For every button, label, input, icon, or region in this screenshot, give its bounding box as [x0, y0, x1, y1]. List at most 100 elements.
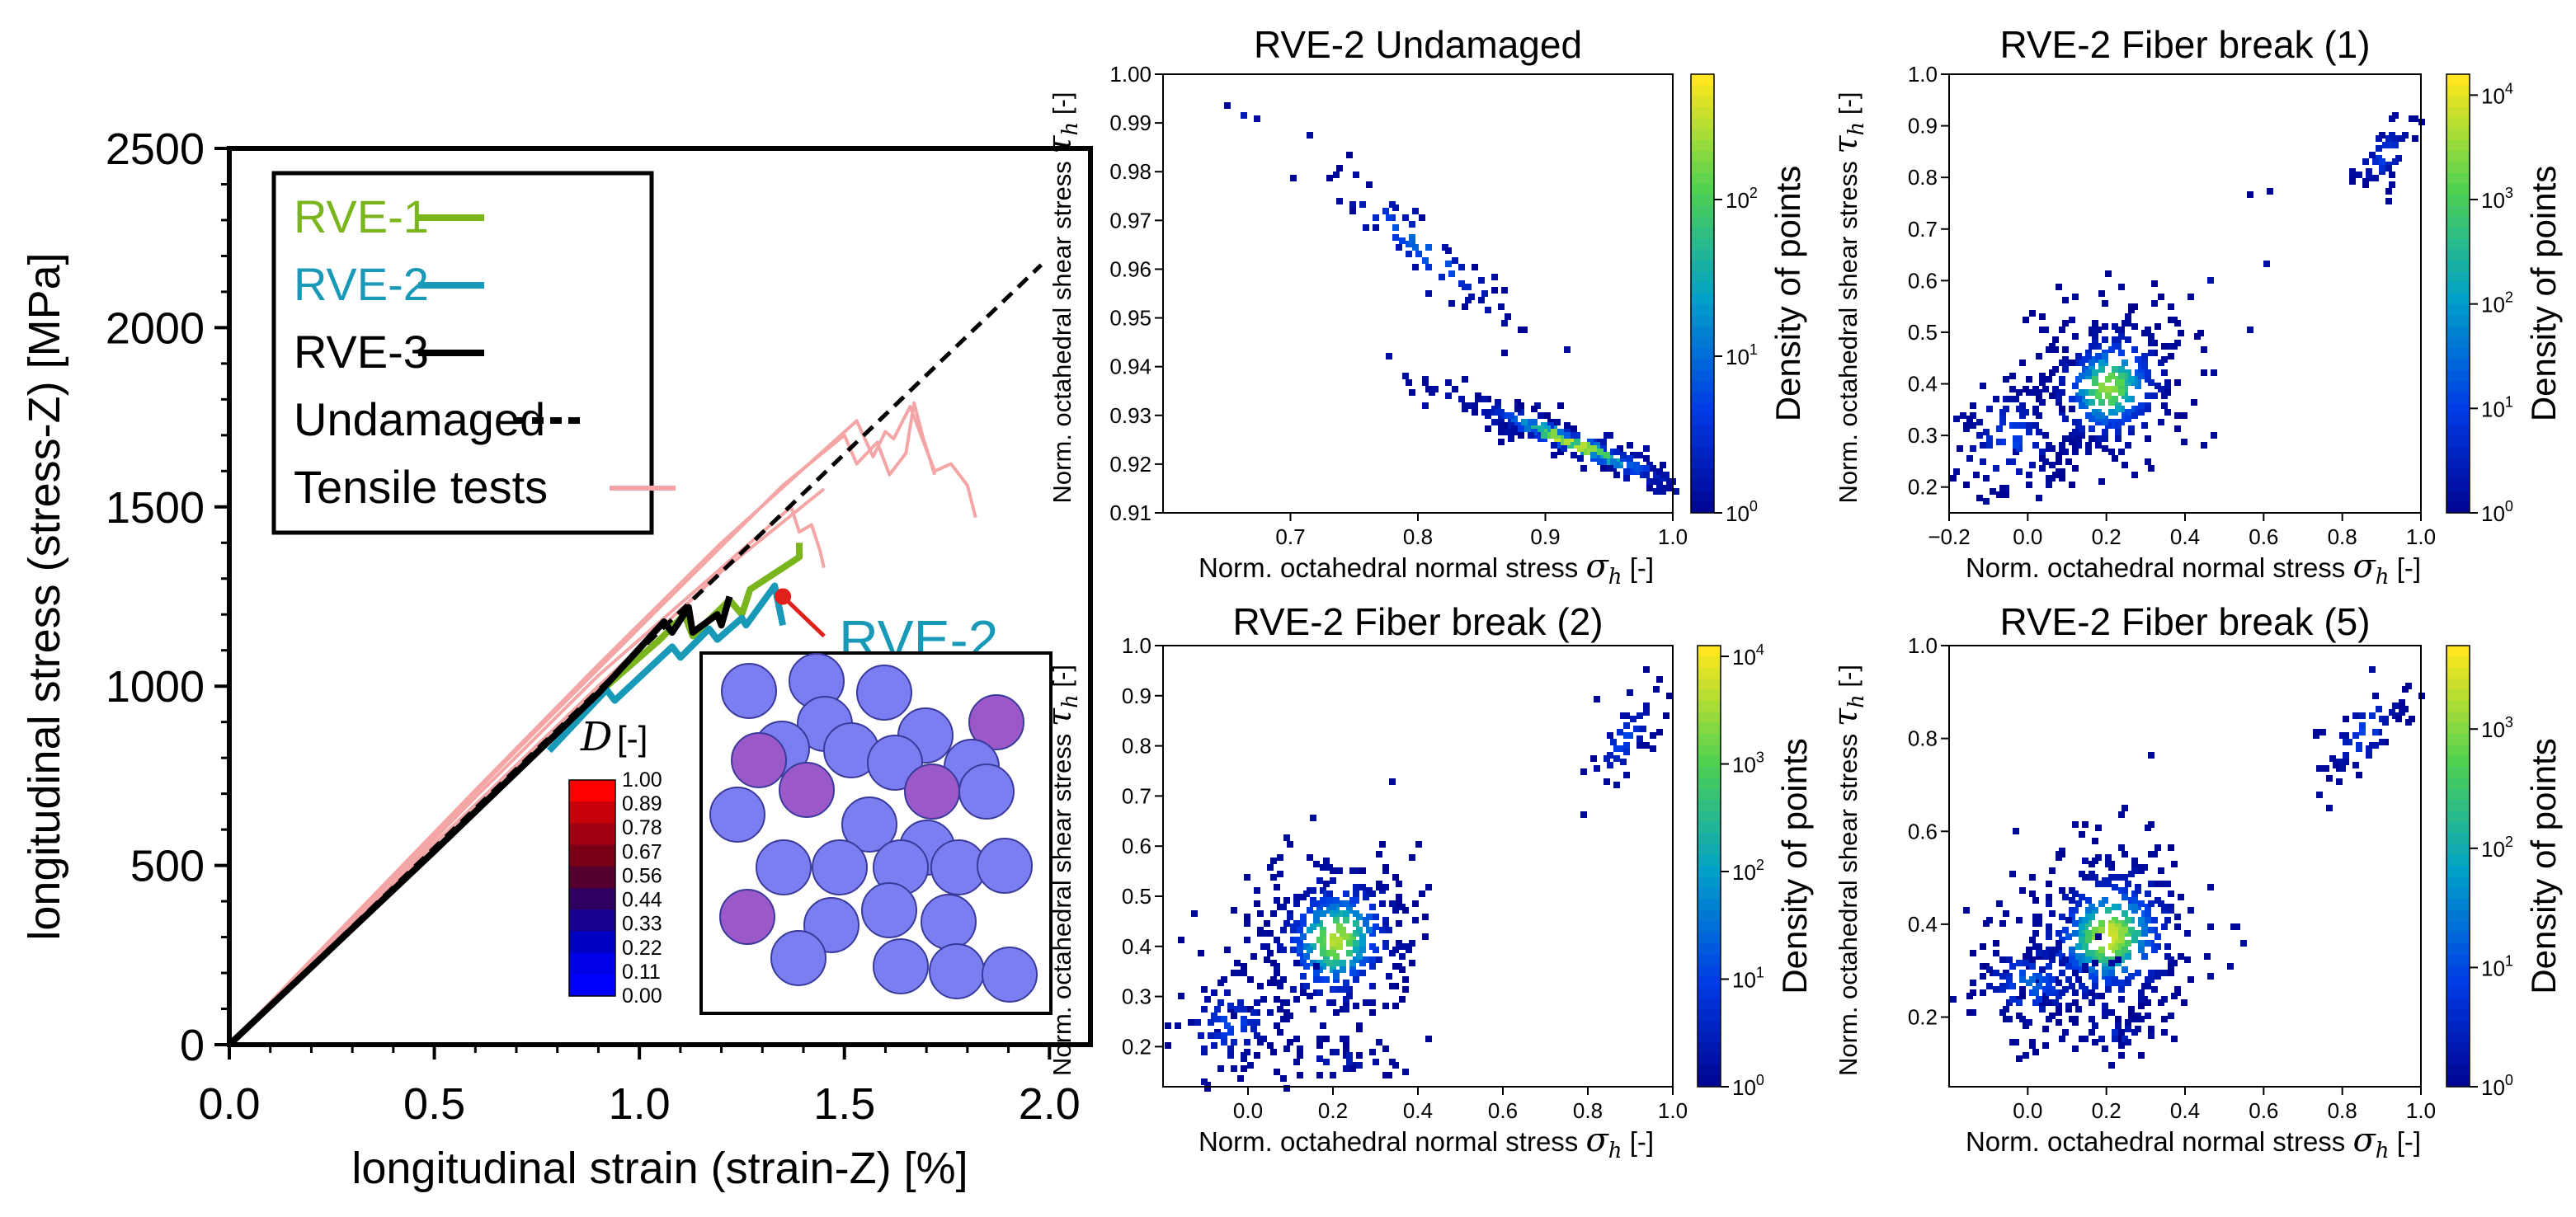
- density-cell: [1293, 996, 1300, 1003]
- density-cell: [2009, 871, 2016, 877]
- density-cell: [2069, 359, 2075, 366]
- density-cell: [1346, 940, 1353, 947]
- density-cell: [2072, 960, 2079, 966]
- density-cell: [2105, 386, 2112, 392]
- damaged-fiber: [731, 732, 787, 788]
- density-cell: [1353, 890, 1359, 897]
- density-cell: [2085, 930, 2092, 937]
- density-cell: [2151, 917, 2158, 923]
- density-cell: [1571, 452, 1577, 458]
- density-cell: [1960, 412, 1966, 419]
- y-tick-label: 0.6: [1908, 819, 1938, 843]
- density-cell: [1409, 389, 1415, 396]
- colorbar-segment: [2446, 712, 2470, 724]
- y-axis-label-text: Norm. octahedral shear stress: [1834, 154, 1863, 504]
- damaged-fiber: [719, 889, 775, 945]
- damaged-fiber: [904, 764, 960, 820]
- colorbar-segment: [1691, 172, 1714, 185]
- density-cell: [2108, 346, 2115, 353]
- y-tick-label: 0.9: [1122, 684, 1151, 708]
- density-cell: [1224, 102, 1231, 109]
- density-cell: [1274, 1022, 1280, 1029]
- density-points: [1224, 102, 1679, 495]
- density-cell: [2069, 983, 2075, 989]
- density-cell: [1389, 900, 1396, 907]
- colorbar-segment: [1698, 943, 1721, 956]
- plot-frame: [1162, 645, 1674, 1088]
- density-cell: [2187, 294, 2194, 300]
- colorbar-tick-exponent: 0: [1756, 1072, 1764, 1088]
- density-cell: [1986, 442, 1993, 449]
- y-tick-label: 0.5: [1122, 884, 1151, 909]
- density-cell: [2085, 353, 2092, 359]
- density-cell: [1359, 940, 1366, 947]
- density-cell: [1320, 864, 1326, 871]
- density-cell: [1280, 947, 1287, 953]
- density-cell: [2062, 449, 2069, 455]
- density-cell: [2122, 462, 2128, 468]
- density-cell: [1353, 910, 1359, 917]
- intact-fiber: [709, 787, 765, 843]
- y-axis-label: Norm. octahedral shear stress τh [-]: [1041, 665, 1083, 1076]
- density-cell: [1376, 1039, 1382, 1045]
- density-cell: [1633, 465, 1640, 472]
- colorbar-segment: [2446, 722, 2470, 735]
- density-cell: [1980, 989, 1986, 996]
- density-cell: [2079, 831, 2085, 838]
- density-cell: [1356, 953, 1363, 960]
- density-cell: [2115, 429, 2122, 435]
- density-cell: [1422, 933, 1429, 940]
- density-cell: [2108, 874, 2115, 881]
- density-cell: [1650, 478, 1656, 485]
- density-cell: [1590, 755, 1597, 762]
- density-cell: [2046, 1016, 2052, 1022]
- colorbar-tick-label: 101: [1732, 965, 1764, 993]
- density-cell: [2392, 135, 2399, 142]
- colorbar-tick-exponent: 1: [2505, 952, 2513, 969]
- density-cell: [1241, 1026, 1247, 1032]
- colorbar-segment: [2446, 1031, 2470, 1044]
- density-cell: [1399, 237, 1406, 244]
- density-cell: [2352, 712, 2359, 719]
- density-cell: [1636, 712, 1643, 719]
- density-cell: [1950, 475, 1957, 482]
- density-cell: [1382, 864, 1389, 871]
- y-tick-label: 0.91: [1109, 500, 1151, 525]
- density-cell: [1217, 1065, 1224, 1072]
- density-cell: [2376, 135, 2382, 142]
- colorbar-segment: [2446, 414, 2470, 426]
- colorbar-segment: [2446, 1075, 2470, 1088]
- x-axis-symbol: σ: [2352, 547, 2376, 585]
- colorbar-segment: [2446, 679, 2470, 691]
- density-cell: [1607, 752, 1613, 759]
- density-cell: [1999, 920, 2006, 927]
- density-cell: [2151, 392, 2158, 399]
- density-cell: [1475, 392, 1481, 399]
- density-cell: [2131, 858, 2138, 864]
- density-cell: [1303, 963, 1310, 970]
- main-stress-strain-chart: 0.0 0.5 1.0 1.5 2.005001000150020002500longi…: [20, 125, 1093, 1193]
- density-cell: [1287, 914, 1293, 920]
- density-cell: [1217, 999, 1224, 1006]
- density-cell: [1307, 947, 1313, 953]
- density-cell: [1432, 386, 1439, 392]
- y-tick-label: 0.4: [1122, 934, 1151, 959]
- density-cell: [2059, 970, 2065, 976]
- density-cell: [2056, 930, 2062, 937]
- density-cell: [1208, 1019, 1214, 1026]
- density-cell: [2148, 333, 2155, 340]
- colorbar-segment: [1698, 1053, 1721, 1065]
- density-cell: [1465, 284, 1472, 290]
- colorbar-segment: [2446, 468, 2470, 481]
- density-cell: [1402, 986, 1409, 993]
- density-cell: [1564, 346, 1571, 353]
- y-axis-label: Norm. octahedral shear stress τh [-]: [1827, 92, 1869, 504]
- legend-label-rve-1: RVE-1: [294, 190, 429, 242]
- colorbar-tick-base: 10: [2481, 397, 2505, 421]
- density-cell: [1320, 1022, 1326, 1029]
- density-cell: [2085, 449, 2092, 455]
- series-line-tensile-tests-1: [228, 401, 937, 1046]
- density-cell: [2138, 1016, 2145, 1022]
- y-tick-label: 0.3: [1122, 984, 1151, 1009]
- density-cell: [2029, 976, 2036, 983]
